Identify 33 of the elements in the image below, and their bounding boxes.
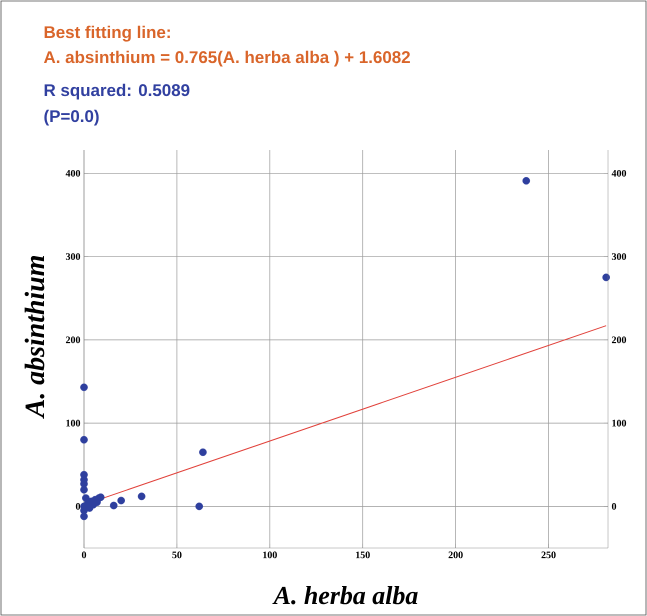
text: Best fitting line: [44,26,170,42]
text: (P=0.0) [44,110,99,126]
y-tick-label: 300 [66,253,80,260]
y2-tick-label: 200 [612,336,626,344]
x-tick-label: 150 [356,552,370,558]
y-axis-title: A. absinthium [24,256,44,419]
x-tick-label: 0 [82,552,86,558]
point [80,486,88,494]
y2-tick-label: 300 [612,253,626,260]
x-tick-label: 50 [172,552,182,558]
point [522,177,530,185]
point [117,496,125,504]
point [80,436,88,444]
text: A. absinthium = 0.765(A. herba alba ) + 1.6082 [44,50,410,67]
y2-tick-label: 100 [612,420,626,426]
point [80,384,88,392]
x-tick-label: 200 [448,552,463,558]
point [195,502,204,510]
point [110,502,118,510]
text: R squared: 0.5089 [44,84,190,100]
y-tick-label: 100 [66,420,80,426]
x-tick-label: 250 [541,552,556,558]
point [199,448,207,456]
x-axis-title: A. herba alba [272,586,418,604]
y2-tick-label: 0 [612,503,616,510]
y-tick-label: 200 [66,336,80,344]
point [602,274,610,282]
point [82,494,90,502]
y-tick-label: 0 [76,503,80,510]
point [138,492,146,500]
y-tick-label: 400 [66,170,80,177]
x-tick-label: 100 [263,552,277,558]
y2-tick-label: 400 [612,170,626,177]
